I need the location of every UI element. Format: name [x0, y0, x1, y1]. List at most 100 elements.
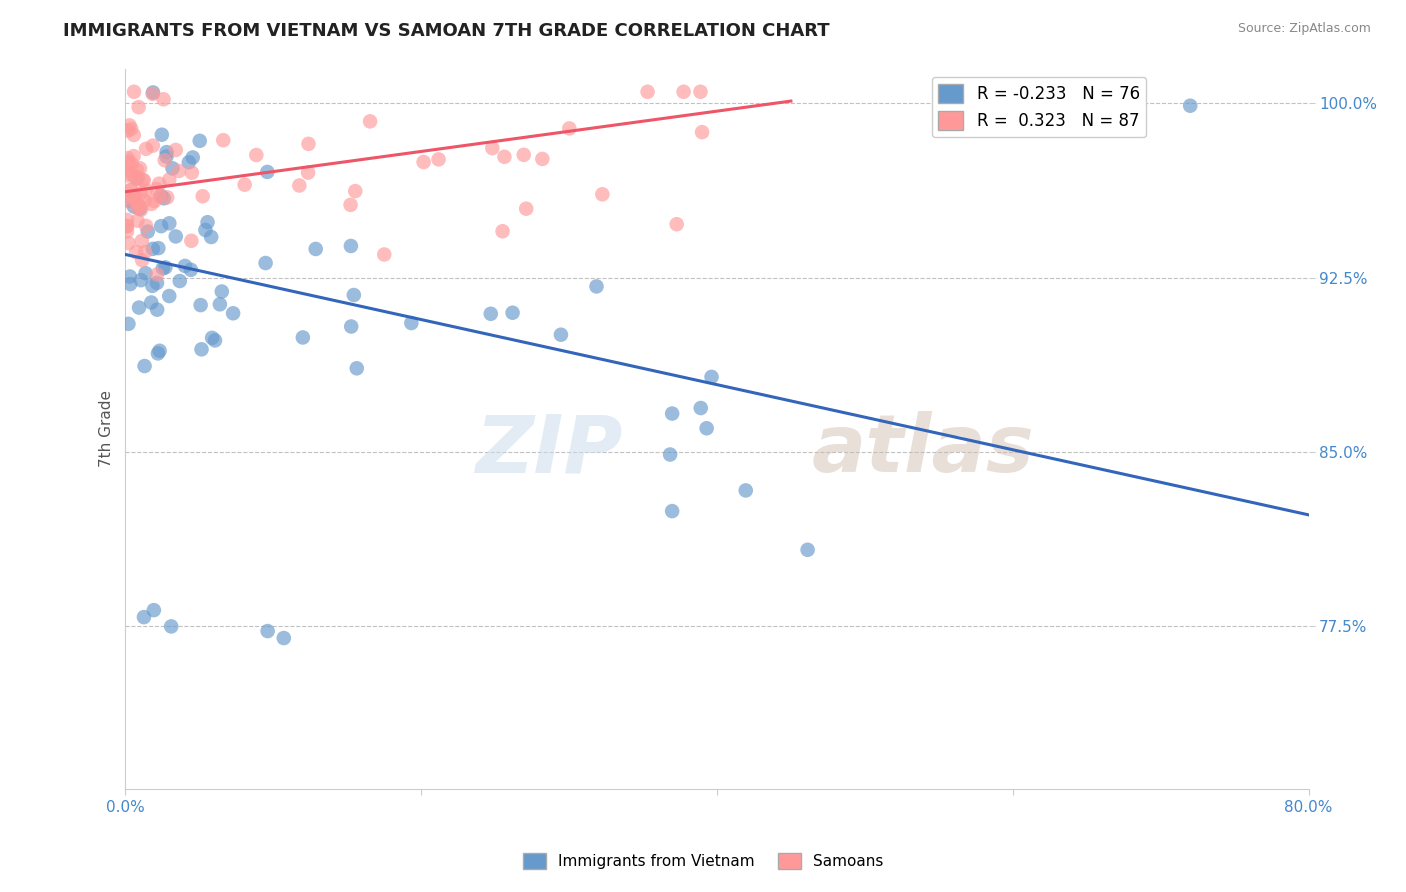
Point [124, 193, 146, 207]
Point [343, 288, 366, 302]
Point [190, 298, 212, 312]
Point [148, 241, 170, 255]
Point [122, 128, 145, 142]
Point [128, 100, 150, 114]
Point [502, 306, 524, 320]
Point [115, 194, 138, 209]
Point [208, 297, 231, 311]
Point [115, 219, 138, 233]
Point [201, 331, 224, 345]
Point [122, 189, 145, 203]
Point [150, 219, 173, 234]
Point [148, 177, 170, 191]
Point [558, 121, 581, 136]
Point [256, 165, 278, 179]
Point [125, 163, 148, 178]
Point [637, 85, 659, 99]
Point [128, 301, 150, 315]
Point [146, 276, 169, 290]
Point [120, 183, 142, 197]
Point [188, 134, 211, 148]
Point [145, 182, 167, 196]
Point [665, 217, 688, 231]
Point [127, 170, 149, 185]
Point [146, 346, 169, 360]
Text: atlas: atlas [811, 411, 1035, 490]
Point [346, 361, 368, 376]
Point [340, 319, 363, 334]
Point [305, 242, 328, 256]
Point [117, 236, 139, 251]
Point [146, 302, 169, 317]
Point [796, 542, 818, 557]
Point [165, 143, 187, 157]
Point [127, 213, 149, 227]
Point [152, 92, 174, 106]
Point [117, 123, 139, 137]
Point [115, 224, 138, 238]
Point [550, 327, 572, 342]
Point [167, 164, 190, 178]
Point [157, 216, 180, 230]
Point [135, 142, 157, 156]
Point [661, 504, 683, 518]
Point [141, 295, 163, 310]
Legend: Immigrants from Vietnam, Samoans: Immigrants from Vietnam, Samoans [517, 847, 889, 875]
Point [131, 253, 153, 268]
Point [256, 624, 278, 638]
Point [690, 125, 713, 139]
Point [700, 370, 723, 384]
Point [120, 122, 142, 136]
Point [118, 194, 141, 208]
Point [141, 197, 163, 211]
Point [155, 145, 177, 160]
Point [149, 189, 172, 203]
Point [211, 285, 233, 299]
Point [165, 229, 187, 244]
Point [127, 200, 149, 214]
Point [696, 421, 718, 435]
Point [129, 186, 152, 201]
Point [340, 239, 363, 253]
Point [150, 128, 173, 142]
Point [122, 149, 145, 163]
Point [190, 343, 212, 357]
Point [177, 155, 200, 169]
Point [291, 330, 314, 344]
Point [142, 87, 165, 101]
Point [689, 401, 711, 415]
Point [200, 230, 222, 244]
Point [659, 448, 682, 462]
Point [142, 242, 165, 256]
Text: Source: ZipAtlas.com: Source: ZipAtlas.com [1237, 22, 1371, 36]
Point [117, 317, 139, 331]
Legend: R = -0.233   N = 76, R =  0.323   N = 87: R = -0.233 N = 76, R = 0.323 N = 87 [932, 77, 1146, 137]
Point [129, 161, 152, 176]
Point [153, 153, 176, 168]
Point [297, 165, 319, 179]
Point [120, 183, 142, 197]
Point [157, 289, 180, 303]
Point [212, 133, 235, 147]
Point [245, 148, 267, 162]
Point [513, 148, 536, 162]
Point [515, 202, 537, 216]
Point [412, 155, 434, 169]
Point [142, 603, 165, 617]
Point [134, 245, 156, 260]
Point [149, 343, 172, 358]
Point [117, 154, 139, 169]
Point [132, 173, 155, 187]
Point [122, 85, 145, 99]
Point [734, 483, 756, 498]
Point [134, 194, 156, 208]
Point [288, 178, 311, 193]
Point [1180, 99, 1202, 113]
Point [373, 247, 395, 261]
Point [344, 184, 367, 198]
Point [591, 187, 613, 202]
Point [339, 198, 361, 212]
Point [143, 194, 166, 208]
Point [135, 219, 157, 233]
Point [141, 278, 163, 293]
